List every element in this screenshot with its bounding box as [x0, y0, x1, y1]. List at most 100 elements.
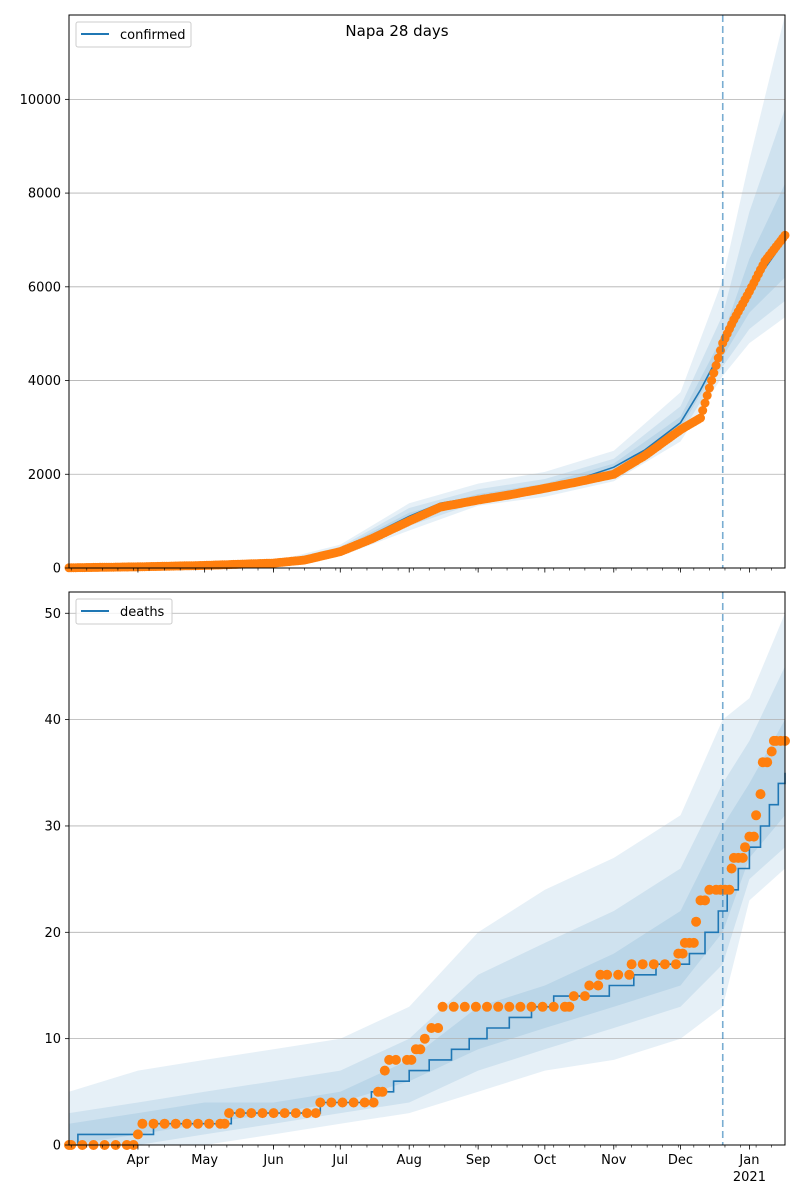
confirmed-y-tick-label-4000: 4000	[28, 374, 61, 389]
confirmed-observed-point	[702, 391, 712, 400]
deaths-observed-point	[648, 959, 659, 970]
confirmed-y-tick-label-6000: 6000	[28, 280, 61, 295]
deaths-observed-point	[584, 980, 595, 991]
deaths-observed-point	[602, 969, 613, 980]
deaths-observed-point	[470, 1001, 481, 1012]
deaths-observed-point	[137, 1118, 148, 1129]
confirmed-observed-point	[713, 353, 723, 363]
deaths-observed-point	[301, 1108, 312, 1119]
deaths-band-inner	[69, 719, 785, 1145]
deaths-observed-point	[748, 831, 759, 842]
deaths-observed-point	[159, 1118, 170, 1129]
deaths-observed-point	[724, 884, 735, 895]
deaths-observed-point	[691, 916, 702, 927]
deaths-observed-point	[526, 1001, 537, 1012]
deaths-observed-point	[579, 991, 590, 1002]
confirmed-y-tick-label-2000: 2000	[28, 468, 61, 483]
confirmed-legend-label: confirmed	[120, 28, 186, 43]
deaths-observed-point	[677, 948, 688, 959]
deaths-observed-point	[762, 757, 773, 768]
deaths-observed-point	[504, 1001, 515, 1012]
deaths-observed-point	[257, 1108, 268, 1119]
x-tick-label-dec: Dec	[668, 1153, 693, 1168]
deaths-observed-point	[204, 1118, 215, 1129]
deaths-observed-point	[493, 1001, 504, 1012]
confirmed-y-tick-label-8000: 8000	[28, 187, 61, 202]
deaths-observed-point	[755, 789, 766, 800]
confirmed-observed-point	[711, 361, 721, 370]
confirmed-plot-frame	[68, 14, 786, 569]
deaths-observed-point	[624, 969, 635, 980]
deaths-observed-point	[348, 1097, 359, 1108]
x-tick-label-apr: Apr	[127, 1153, 150, 1168]
deaths-y-tick-label-10: 10	[44, 1032, 61, 1047]
deaths-observed-point	[593, 980, 604, 991]
deaths-x-ticks: Apr May Jun Jul Aug Sep Oct Nov Dec Jan	[70, 1145, 772, 1168]
deaths-observed-point	[564, 1001, 575, 1012]
deaths-y-ticks: 0 10 20 30 40 50	[44, 607, 69, 1154]
deaths-panel: 0 10 20 30 40 50 Apr May Jun Jul Aug Sep Oct Nov Dec J…	[44, 591, 790, 1185]
x-tick-label-jul: Jul	[331, 1153, 348, 1168]
deaths-observed-point	[337, 1097, 348, 1108]
deaths-observed-point	[148, 1118, 159, 1129]
deaths-y-tick-label-30: 30	[44, 819, 61, 834]
deaths-observed-point	[326, 1097, 337, 1108]
confirmed-observed-point	[704, 383, 714, 393]
deaths-observed-point	[688, 937, 699, 948]
deaths-observed-point	[766, 746, 777, 757]
confirmed-band-outer	[69, 15, 785, 568]
deaths-legend: deaths	[75, 598, 173, 625]
deaths-uncertainty-bands	[69, 613, 785, 1145]
deaths-legend-box	[75, 598, 173, 625]
deaths-observed-point	[359, 1097, 370, 1108]
deaths-y-tick-label-50: 50	[44, 607, 61, 622]
deaths-observed-point	[613, 969, 624, 980]
deaths-observed-point	[637, 959, 648, 970]
deaths-observed-point	[377, 1086, 388, 1097]
deaths-observed-point	[726, 863, 737, 874]
deaths-observed-point	[737, 852, 748, 863]
deaths-observed-point	[406, 1054, 417, 1065]
deaths-observed-point	[170, 1118, 181, 1129]
deaths-observed-point	[390, 1054, 401, 1065]
deaths-observed-point	[368, 1097, 379, 1108]
confirmed-legend: confirmed	[75, 21, 192, 48]
x-tick-label-nov: Nov	[601, 1153, 627, 1168]
deaths-observed-point	[181, 1118, 192, 1129]
confirmed-y-ticks: 0 2000 4000 6000 8000 10000	[20, 93, 69, 577]
deaths-observed-point	[626, 959, 637, 970]
deaths-observed-point	[700, 895, 710, 906]
confirmed-observed-point	[698, 406, 708, 415]
deaths-y-tick-label-40: 40	[44, 713, 61, 728]
deaths-series	[64, 735, 790, 1150]
deaths-observed-point	[740, 842, 750, 853]
confirmed-observed-point	[700, 398, 710, 408]
deaths-observed-point	[482, 1001, 492, 1012]
x-tick-label-aug: Aug	[397, 1153, 422, 1168]
deaths-observed-point	[132, 1129, 143, 1140]
deaths-observed-point	[310, 1108, 321, 1119]
deaths-observed-point	[193, 1118, 203, 1129]
deaths-observed-point	[219, 1118, 230, 1129]
deaths-observed-point	[659, 959, 670, 970]
deaths-observed-point	[246, 1108, 257, 1119]
confirmed-uncertainty-bands	[69, 15, 785, 568]
deaths-observed-point	[671, 959, 681, 970]
confirmed-gridlines	[69, 98, 785, 569]
confirmed-observed-point	[709, 368, 719, 378]
x-tick-label-may: May	[191, 1153, 218, 1168]
deaths-observed-point	[235, 1108, 246, 1119]
deaths-legend-label: deaths	[120, 605, 165, 620]
deaths-plot-frame	[68, 591, 786, 1146]
figure-title: Napa 28 days	[345, 22, 448, 40]
deaths-observed-point	[419, 1033, 430, 1044]
deaths-observed-point	[568, 991, 579, 1002]
deaths-observed-point	[268, 1108, 279, 1119]
x-tick-label-sep: Sep	[466, 1153, 491, 1168]
confirmed-observed-point	[696, 413, 705, 423]
deaths-observed-point	[548, 1001, 559, 1012]
confirmed-observed-point	[707, 376, 717, 385]
confirmed-y-tick-label-10000: 10000	[20, 93, 61, 108]
deaths-observed-point	[448, 1001, 459, 1012]
deaths-observed-point	[433, 1023, 444, 1033]
